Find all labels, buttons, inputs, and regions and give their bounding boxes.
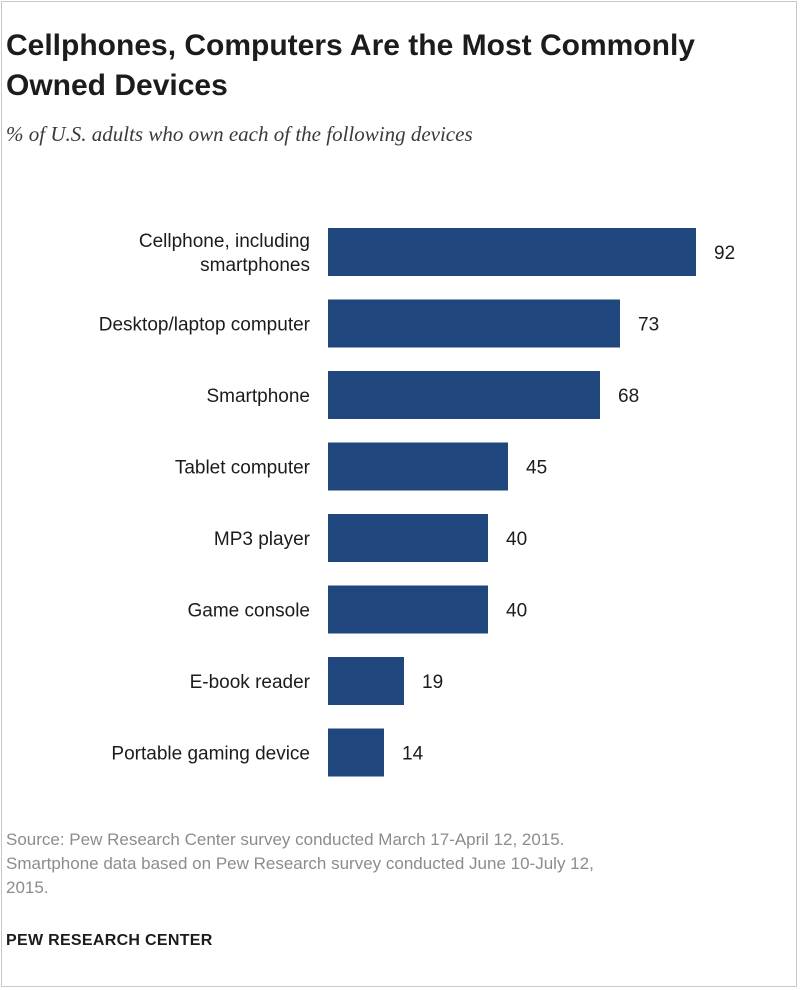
bar [328,371,600,419]
category-label: Game console [187,601,310,622]
bar-chart: 92 Cellphone, including smartphones 73 Deskt… [99,228,735,777]
data-label: 14 [402,744,424,765]
data-label: 45 [526,458,547,479]
category-label: Smartphone [206,386,310,407]
bar [328,585,488,634]
data-label: 40 [506,601,527,622]
category-label: MP3 player [214,529,311,550]
data-label: 68 [618,386,639,407]
data-label: 40 [506,529,527,550]
bar [328,442,508,491]
bar [328,299,620,348]
category-label: smartphones [200,255,310,276]
chart-title: Cellphones, Computers Are the Most Commo… [6,29,695,102]
brand-logo-text: PEW RESEARCH CENTER [6,932,213,949]
category-label: E-book reader [190,672,311,693]
data-label: 92 [714,243,735,264]
bar [328,657,404,705]
category-label: Cellphone, including [139,231,310,252]
source-line: Source: Pew Research Center survey condu… [6,830,565,849]
category-label: Portable gaming device [111,744,310,765]
source-line: Smartphone data based on Pew Research su… [6,854,594,873]
chart-subtitle: % of U.S. adults who own each of the fol… [6,122,473,146]
data-label: 73 [638,315,659,336]
data-label: 19 [422,672,443,693]
bar [328,228,696,276]
bar [328,514,488,562]
source-line: 2015. [6,878,49,897]
bar [328,728,384,777]
source-note: Source: Pew Research Center survey condu… [6,828,786,900]
category-label: Tablet computer [175,458,311,479]
category-label: Desktop/laptop computer [99,315,311,336]
